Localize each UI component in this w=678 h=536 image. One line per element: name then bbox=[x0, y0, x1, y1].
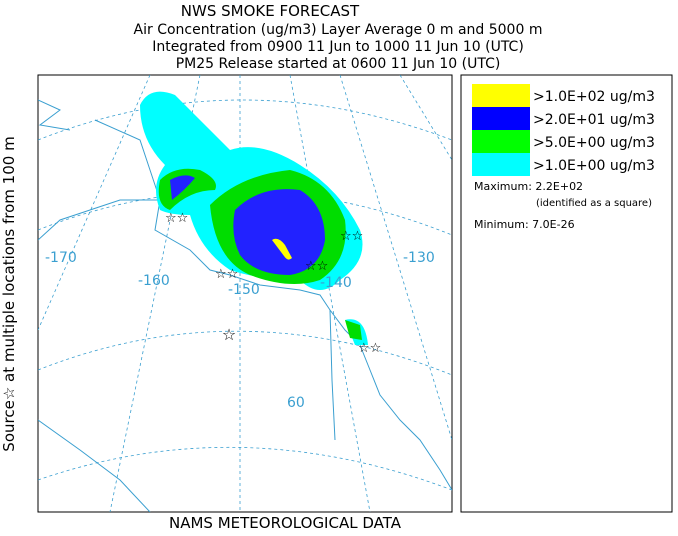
smoke-yellow bbox=[272, 238, 292, 260]
legend: Maximum: 2.2E+02 (identified as a square… bbox=[460, 74, 673, 513]
source-marker: ☆☆ bbox=[165, 211, 188, 226]
side-label: Source☆ at multiple locations from 100 m bbox=[0, 136, 18, 451]
legend-swatch bbox=[472, 153, 530, 176]
minimum: Minimum: 7.0E-26 bbox=[474, 218, 575, 231]
maximum-note: (identified as a square) bbox=[536, 198, 652, 209]
legend-swatch bbox=[472, 107, 530, 130]
subtitle: Integrated from 0900 11 Jun to 1000 11 J… bbox=[152, 39, 524, 55]
legend-swatch bbox=[472, 130, 530, 153]
longitude-label: -170 bbox=[45, 250, 77, 266]
map: ☆ ☆☆ ☆☆ ☆☆ ☆☆ ☆☆ -170 -160 -150 -140 -13… bbox=[37, 74, 453, 513]
source-marker: ☆☆ bbox=[358, 341, 381, 356]
legend-swatch bbox=[472, 84, 530, 107]
source-marker: ☆☆ bbox=[215, 267, 238, 282]
title: NWS SMOKE FORECAST bbox=[181, 2, 360, 20]
legend-label: >2.0E+01 ug/m3 bbox=[533, 112, 655, 128]
source-marker: ☆☆ bbox=[340, 229, 363, 244]
subtitle: Air Concentration (ug/m3) Layer Average … bbox=[134, 22, 543, 38]
source-marker: ☆☆ bbox=[305, 259, 328, 274]
legend-label: >1.0E+00 ug/m3 bbox=[533, 158, 655, 174]
subtitle: PM25 Release started at 0600 11 Jun 10 (… bbox=[176, 56, 501, 72]
legend-label: >5.0E+00 ug/m3 bbox=[533, 135, 655, 151]
source-marker: ☆ bbox=[222, 325, 236, 344]
longitude-label: -160 bbox=[138, 273, 170, 289]
legend-label: >1.0E+02 ug/m3 bbox=[533, 89, 655, 105]
footer: NAMS METEOROLOGICAL DATA bbox=[169, 514, 402, 532]
longitude-label: -150 bbox=[228, 282, 260, 298]
maximum: Maximum: 2.2E+02 bbox=[474, 180, 583, 193]
longitude-label: -140 bbox=[320, 275, 352, 291]
longitude-label: -130 bbox=[403, 250, 435, 266]
latitude-label: 60 bbox=[287, 395, 305, 411]
